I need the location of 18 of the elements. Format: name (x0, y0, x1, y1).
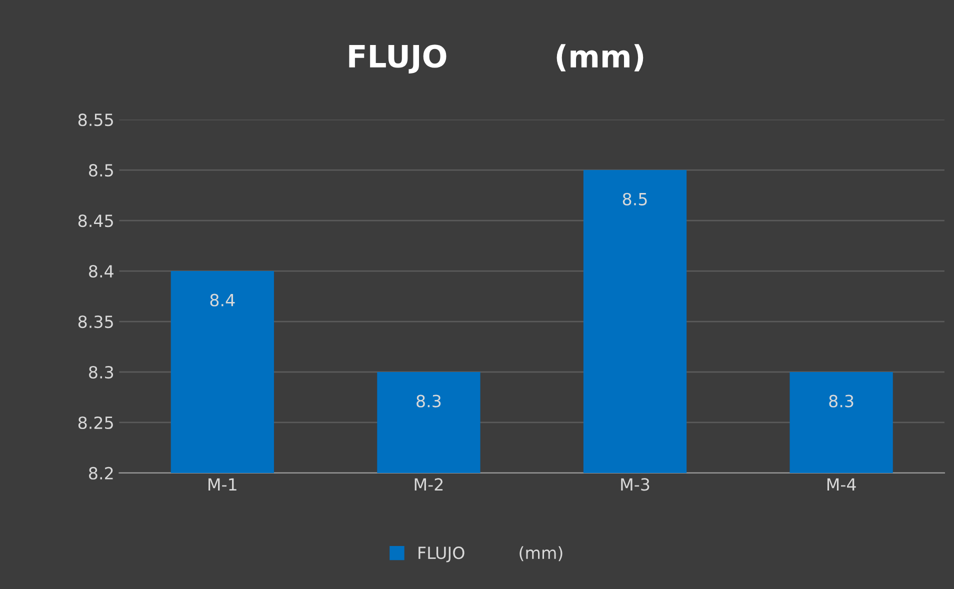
y-tick-label: 8.45 (78, 214, 113, 228)
data-label: 8.3 (416, 394, 441, 408)
y-tick-label: 8.25 (78, 416, 113, 430)
data-label: 8.4 (210, 294, 235, 306)
chart-title: FLUJO (mm) (349, 44, 644, 74)
x-tick-label: M-3 (621, 478, 650, 491)
x-tick-label: M-4 (827, 478, 856, 490)
data-label: 8.3 (829, 394, 854, 408)
y-tick-label: 8.3 (89, 366, 114, 379)
x-tick-label: M-1 (208, 478, 236, 490)
y-tick-label: 8.2 (89, 466, 113, 480)
y-tick-label: 8.35 (78, 315, 113, 328)
y-tick-label: 8.4 (89, 264, 114, 278)
y-tick-label: 8.55 (78, 114, 113, 126)
y-tick-label: 8.5 (89, 164, 113, 177)
legend-label: FLUJO (mm) (418, 546, 562, 562)
x-tick-label: M-2 (414, 478, 443, 490)
data-label: 8.5 (622, 192, 647, 206)
